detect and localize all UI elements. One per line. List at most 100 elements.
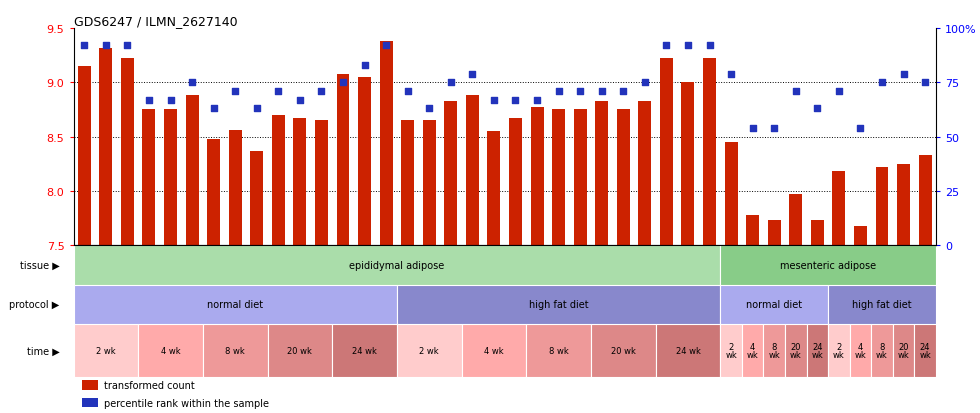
Bar <box>807 324 828 377</box>
Bar <box>250 151 264 245</box>
Point <box>529 97 545 104</box>
Bar <box>379 42 393 245</box>
Point <box>400 88 416 95</box>
Text: 8 wk: 8 wk <box>225 347 245 355</box>
Point <box>637 80 653 86</box>
Text: 4 wk: 4 wk <box>484 347 504 355</box>
Bar <box>203 324 268 377</box>
Bar <box>616 110 630 245</box>
Bar <box>271 116 285 245</box>
Point <box>335 80 351 86</box>
Bar <box>552 110 565 245</box>
Bar <box>293 119 307 245</box>
Bar <box>742 324 763 377</box>
Bar <box>315 121 328 245</box>
Point <box>357 62 372 69</box>
Point <box>896 71 911 78</box>
Text: tissue ▶: tissue ▶ <box>20 260 60 270</box>
Point <box>120 43 135 50</box>
Point <box>745 125 760 132</box>
Text: transformed count: transformed count <box>104 380 194 390</box>
Point <box>421 106 437 112</box>
Point <box>508 97 523 104</box>
Text: 24 wk: 24 wk <box>675 347 701 355</box>
Bar <box>422 121 436 245</box>
Text: 4
wk: 4 wk <box>855 342 866 359</box>
Bar <box>74 245 720 285</box>
Bar <box>810 221 824 245</box>
Point <box>76 43 92 50</box>
Point <box>831 88 847 95</box>
Bar <box>681 83 695 245</box>
Point <box>227 88 243 95</box>
Point <box>465 71 480 78</box>
Text: mesenteric adipose: mesenteric adipose <box>780 260 876 270</box>
Text: 24 wk: 24 wk <box>352 347 377 355</box>
Bar <box>595 102 609 245</box>
Bar <box>332 324 397 377</box>
Bar <box>228 131 242 245</box>
Bar <box>444 102 458 245</box>
Bar <box>77 67 91 245</box>
Bar <box>121 59 134 245</box>
Bar <box>99 48 113 245</box>
Text: GDS6247 / ILMN_2627140: GDS6247 / ILMN_2627140 <box>74 15 237 28</box>
Point <box>615 88 631 95</box>
Point <box>917 80 933 86</box>
Text: 4 wk: 4 wk <box>161 347 180 355</box>
Bar <box>397 324 462 377</box>
Point <box>723 71 739 78</box>
Point <box>594 88 610 95</box>
Bar <box>746 215 760 245</box>
Bar <box>401 121 415 245</box>
Bar <box>466 96 479 245</box>
Bar <box>164 110 177 245</box>
Bar <box>397 285 720 324</box>
Bar <box>487 132 501 245</box>
Bar <box>74 324 138 377</box>
Bar <box>828 324 850 377</box>
Point <box>809 106 825 112</box>
Point <box>572 88 588 95</box>
Point <box>788 88 804 95</box>
Bar <box>268 324 332 377</box>
Point <box>206 106 221 112</box>
Text: 2 wk: 2 wk <box>96 347 116 355</box>
Text: 20 wk: 20 wk <box>611 347 636 355</box>
Bar <box>789 195 803 245</box>
Text: 2
wk: 2 wk <box>833 342 845 359</box>
Text: 8 wk: 8 wk <box>549 347 568 355</box>
Bar <box>832 172 846 245</box>
Text: high fat diet: high fat diet <box>529 299 588 310</box>
Point <box>680 43 696 50</box>
Point <box>314 88 329 95</box>
Bar <box>854 226 867 245</box>
Bar <box>850 324 871 377</box>
Point <box>249 106 265 112</box>
Point <box>486 97 502 104</box>
Point <box>702 43 717 50</box>
Bar <box>763 324 785 377</box>
Bar <box>767 221 781 245</box>
Bar <box>871 324 893 377</box>
Point <box>443 80 459 86</box>
Point <box>659 43 674 50</box>
Text: 24
wk: 24 wk <box>811 342 823 359</box>
Bar <box>720 285 828 324</box>
Text: epididymal adipose: epididymal adipose <box>349 260 445 270</box>
Text: normal diet: normal diet <box>746 299 803 310</box>
Point <box>184 80 200 86</box>
Text: 20
wk: 20 wk <box>790 342 802 359</box>
Text: 8
wk: 8 wk <box>768 342 780 359</box>
Bar <box>207 139 220 245</box>
Bar <box>138 324 203 377</box>
Bar <box>530 108 544 245</box>
Bar <box>526 324 591 377</box>
Point <box>766 125 782 132</box>
Bar <box>875 168 889 245</box>
Bar <box>914 324 936 377</box>
Bar <box>591 324 656 377</box>
Point <box>141 97 157 104</box>
Point <box>292 97 308 104</box>
Bar <box>185 96 199 245</box>
